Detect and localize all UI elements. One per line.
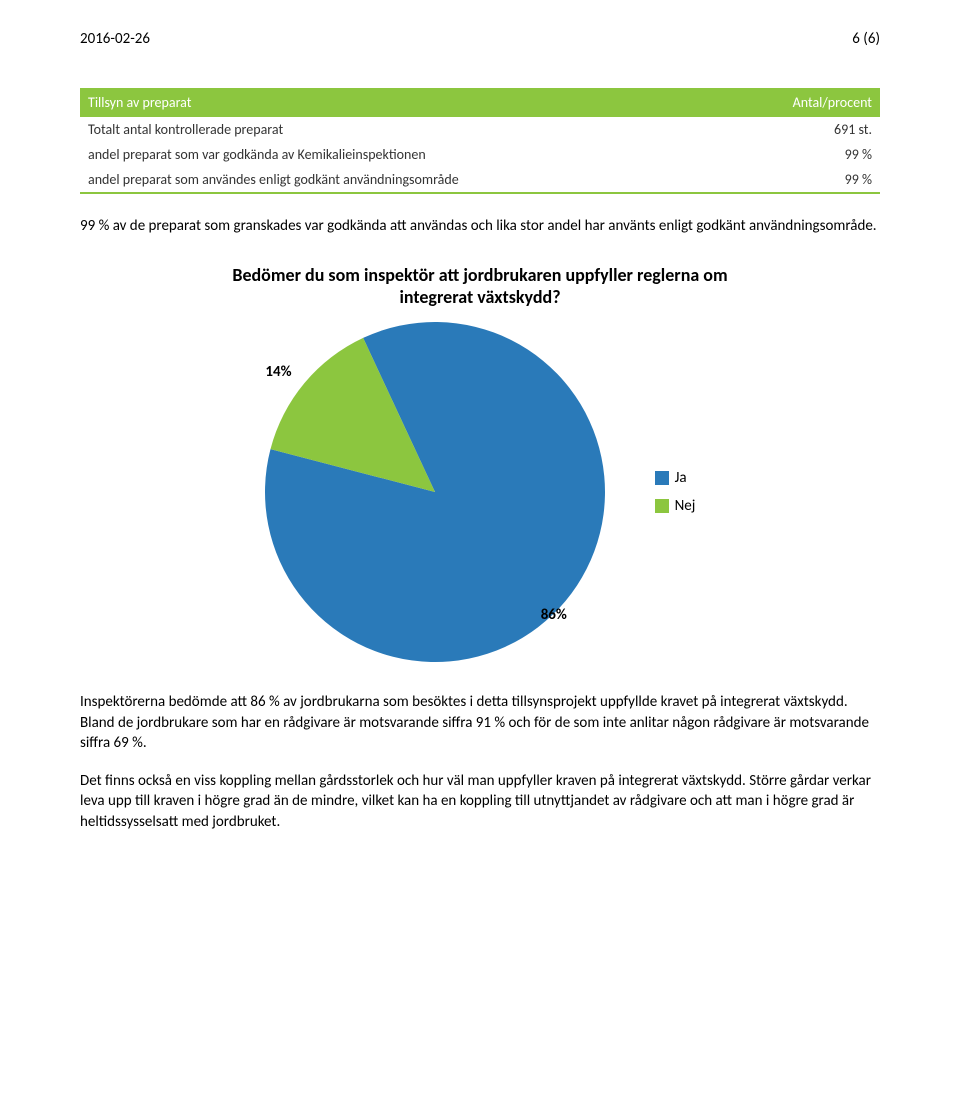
- paragraph-1: 99 % av de preparat som granskades var g…: [80, 216, 880, 236]
- paragraph-2: Inspektörerna bedömde att 86 % av jordbr…: [80, 692, 880, 753]
- preparat-table: Tillsyn av preparat Antal/procent Totalt…: [80, 88, 880, 194]
- legend-label: Ja: [675, 469, 687, 487]
- table-cell-label: andel preparat som var godkända av Kemik…: [80, 142, 722, 167]
- header-date: 2016-02-26: [80, 30, 150, 48]
- table-cell-value: 691 st.: [722, 117, 880, 142]
- paragraph-3: Det finns också en viss koppling mellan …: [80, 771, 880, 832]
- chart-legend: Ja Nej: [655, 469, 696, 515]
- legend-label: Nej: [675, 497, 696, 515]
- table-col2-header: Antal/procent: [722, 88, 880, 117]
- legend-swatch: [655, 471, 669, 485]
- table-row: Totalt antal kontrollerade preparat691 s…: [80, 117, 880, 142]
- table-cell-label: Totalt antal kontrollerade preparat: [80, 117, 722, 142]
- table-row: andel preparat som var godkända av Kemik…: [80, 142, 880, 167]
- table-cell-label: andel preparat som användes enligt godkä…: [80, 167, 722, 193]
- legend-swatch: [655, 499, 669, 513]
- pie-chart: 86% 14% Ja Nej: [80, 322, 880, 662]
- page-header: 2016-02-26 6 (6): [80, 30, 880, 48]
- chart-title: Bedömer du som inspektör att jordbrukare…: [200, 264, 760, 308]
- pie-slice-label: 86%: [541, 606, 567, 624]
- header-page: 6 (6): [852, 30, 880, 48]
- pie-slice-label: 14%: [265, 363, 291, 381]
- legend-item: Ja: [655, 469, 696, 487]
- table-cell-value: 99 %: [722, 167, 880, 193]
- legend-item: Nej: [655, 497, 696, 515]
- table-row: andel preparat som användes enligt godkä…: [80, 167, 880, 193]
- table-col1-header: Tillsyn av preparat: [80, 88, 722, 117]
- table-cell-value: 99 %: [722, 142, 880, 167]
